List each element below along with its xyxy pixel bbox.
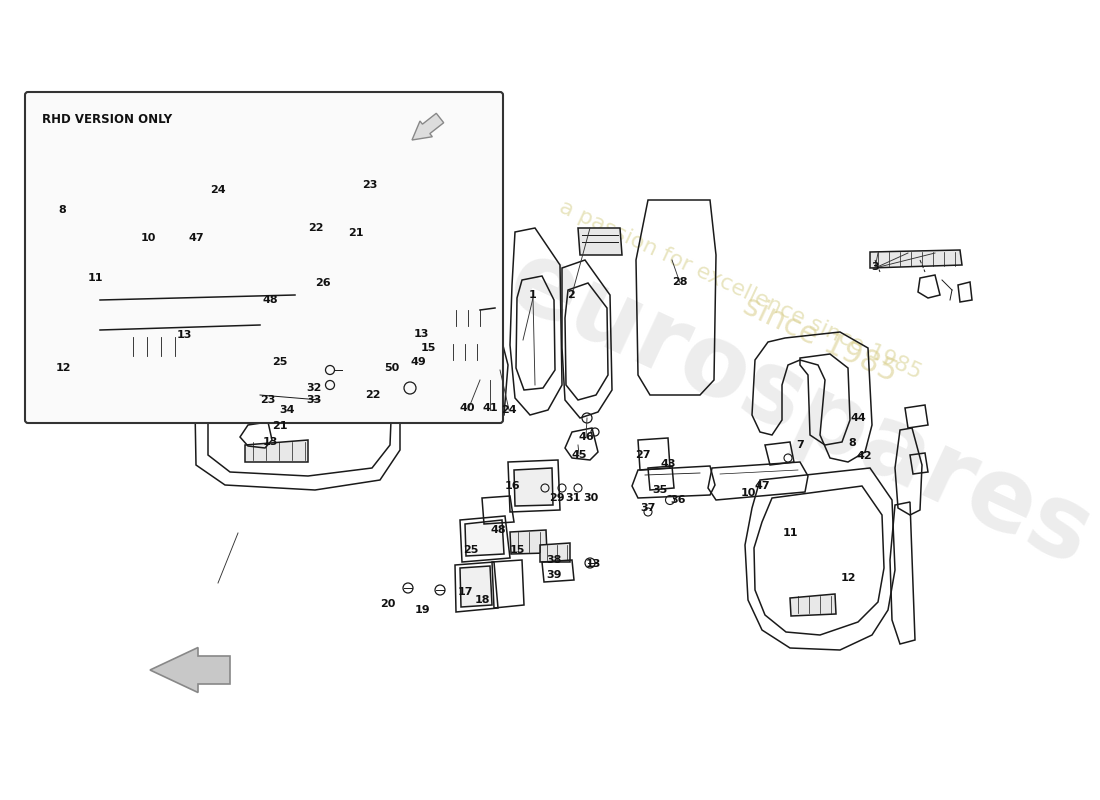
Text: 31: 31 bbox=[565, 493, 581, 503]
Text: 35: 35 bbox=[652, 485, 668, 495]
Text: 16: 16 bbox=[504, 481, 520, 491]
Text: 13: 13 bbox=[176, 330, 191, 340]
Text: 44: 44 bbox=[850, 413, 866, 423]
Polygon shape bbox=[446, 342, 480, 362]
Text: 47: 47 bbox=[188, 233, 204, 243]
Text: 10: 10 bbox=[141, 233, 156, 243]
Polygon shape bbox=[448, 308, 483, 328]
Text: RHD VERSION ONLY: RHD VERSION ONLY bbox=[42, 113, 172, 126]
Text: 38: 38 bbox=[547, 555, 562, 565]
Text: 11: 11 bbox=[87, 273, 102, 283]
Text: 43: 43 bbox=[660, 459, 675, 469]
Text: 48: 48 bbox=[262, 295, 278, 305]
Text: 50: 50 bbox=[384, 363, 399, 373]
Text: 22: 22 bbox=[365, 390, 381, 400]
Text: 29: 29 bbox=[549, 493, 564, 503]
Text: 13: 13 bbox=[414, 329, 429, 339]
Text: 45: 45 bbox=[571, 450, 586, 460]
Text: 40: 40 bbox=[460, 403, 475, 413]
Polygon shape bbox=[245, 440, 308, 462]
Text: 25: 25 bbox=[273, 357, 288, 367]
Text: 26: 26 bbox=[316, 278, 331, 288]
Text: 3: 3 bbox=[871, 262, 879, 272]
Text: 30: 30 bbox=[583, 493, 598, 503]
Text: 41: 41 bbox=[482, 403, 498, 413]
Text: 18: 18 bbox=[474, 595, 490, 605]
Text: 15: 15 bbox=[420, 343, 436, 353]
FancyArrow shape bbox=[150, 647, 230, 693]
Text: 25: 25 bbox=[463, 545, 478, 555]
Text: eurospares: eurospares bbox=[493, 233, 1100, 587]
Text: 37: 37 bbox=[640, 503, 656, 513]
Text: 32: 32 bbox=[306, 383, 321, 393]
Polygon shape bbox=[540, 543, 570, 562]
Text: 34: 34 bbox=[279, 405, 295, 415]
Text: 17: 17 bbox=[458, 587, 473, 597]
Text: 11: 11 bbox=[782, 528, 797, 538]
Polygon shape bbox=[514, 468, 553, 506]
Text: 22: 22 bbox=[308, 223, 323, 233]
Text: 36: 36 bbox=[670, 495, 685, 505]
Polygon shape bbox=[125, 335, 185, 358]
Text: 27: 27 bbox=[636, 450, 651, 460]
Text: 10: 10 bbox=[740, 488, 756, 498]
Text: 2: 2 bbox=[568, 290, 575, 300]
FancyBboxPatch shape bbox=[25, 92, 503, 423]
Text: 49: 49 bbox=[410, 357, 426, 367]
Text: 20: 20 bbox=[381, 599, 396, 609]
Text: 28: 28 bbox=[672, 277, 688, 287]
Text: 13: 13 bbox=[262, 437, 277, 447]
Text: 24: 24 bbox=[502, 405, 517, 415]
Text: 12: 12 bbox=[840, 573, 856, 583]
Text: 24: 24 bbox=[210, 185, 225, 195]
Text: a passion for excellence since 1985: a passion for excellence since 1985 bbox=[556, 197, 924, 383]
Text: 23: 23 bbox=[362, 180, 377, 190]
Polygon shape bbox=[465, 520, 504, 556]
Text: 39: 39 bbox=[547, 570, 562, 580]
Text: 15: 15 bbox=[509, 545, 525, 555]
Text: 42: 42 bbox=[856, 451, 872, 461]
Text: 23: 23 bbox=[261, 395, 276, 405]
Text: 8: 8 bbox=[58, 205, 66, 215]
Text: 12: 12 bbox=[55, 363, 70, 373]
Text: since 1985: since 1985 bbox=[738, 292, 902, 388]
Polygon shape bbox=[578, 228, 621, 255]
Text: 47: 47 bbox=[755, 481, 770, 491]
Text: 1: 1 bbox=[529, 290, 537, 300]
Text: 7: 7 bbox=[796, 440, 804, 450]
Text: 8: 8 bbox=[848, 438, 856, 448]
Text: 21: 21 bbox=[273, 421, 288, 431]
FancyArrow shape bbox=[412, 114, 443, 140]
Polygon shape bbox=[790, 594, 836, 616]
Polygon shape bbox=[460, 566, 492, 607]
Polygon shape bbox=[510, 530, 547, 554]
Text: 13: 13 bbox=[585, 559, 601, 569]
Text: 21: 21 bbox=[349, 228, 364, 238]
Polygon shape bbox=[870, 250, 962, 268]
Text: 33: 33 bbox=[307, 395, 321, 405]
Text: 19: 19 bbox=[415, 605, 430, 615]
Text: 46: 46 bbox=[579, 432, 594, 442]
Text: 48: 48 bbox=[491, 525, 506, 535]
